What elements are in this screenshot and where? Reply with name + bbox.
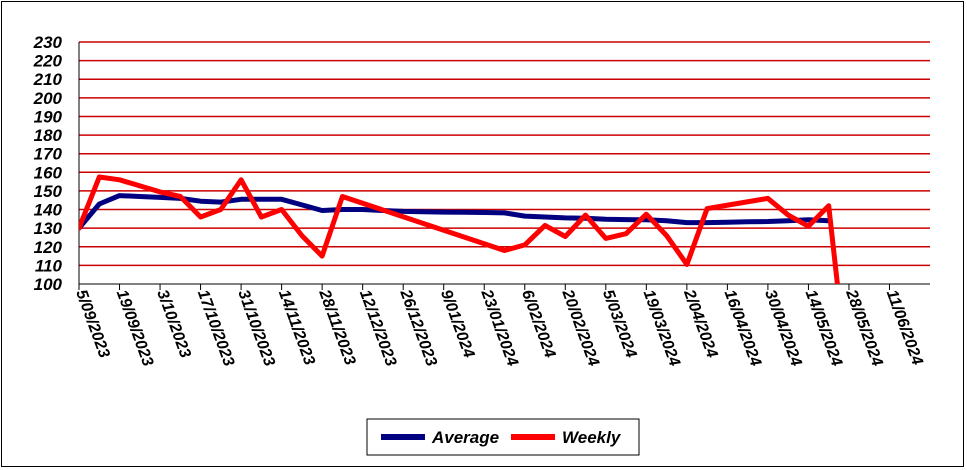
x-tick-label: 5/03/2024 xyxy=(599,288,639,361)
x-tick-label: 16/04/2024 xyxy=(721,288,764,369)
y-tick-label: 100 xyxy=(34,275,63,294)
legend: Average Weekly xyxy=(366,418,640,456)
series-layer xyxy=(79,174,840,284)
x-tick-label: 14/11/2023 xyxy=(275,288,318,368)
y-tick-label: 140 xyxy=(34,201,63,220)
x-tick-label: 28/11/2023 xyxy=(315,287,358,368)
series-line-weekly xyxy=(79,174,840,284)
x-tick-label: 2/04/2024 xyxy=(680,287,721,361)
x-tick-label: 23/01/2024 xyxy=(477,287,521,369)
x-tick-label: 28/05/2024 xyxy=(842,287,886,369)
x-tick-label: 17/10/2023 xyxy=(194,288,237,369)
x-tick-label: 5/09/2023 xyxy=(72,288,112,361)
x-tick-label: 26/12/2023 xyxy=(396,287,440,369)
y-tick-label: 170 xyxy=(34,145,63,164)
y-tick-label: 220 xyxy=(33,52,63,71)
y-tick-label: 210 xyxy=(33,70,63,89)
x-tick-label: 11/06/2024 xyxy=(883,288,926,368)
y-tick-label: 130 xyxy=(34,219,63,238)
y-axis: 1001101201301401501601701801902002102202… xyxy=(33,33,80,294)
y-tick-label: 200 xyxy=(33,89,63,108)
y-tick-label: 110 xyxy=(35,256,63,275)
x-tick-label: 14/05/2024 xyxy=(802,288,845,369)
y-tick-label: 190 xyxy=(34,107,63,126)
y-tick-label: 120 xyxy=(34,238,63,257)
x-tick-label: 3/10/2023 xyxy=(153,288,193,361)
x-tick-label: 19/09/2023 xyxy=(113,288,156,369)
y-tick-label: 180 xyxy=(34,126,63,145)
legend-label-weekly: Weekly xyxy=(562,428,622,447)
x-tick-label: 20/02/2024 xyxy=(558,287,602,369)
legend-label-average: Average xyxy=(431,428,499,447)
x-tick-label: 9/01/2024 xyxy=(437,288,477,361)
x-tick-label: 30/04/2024 xyxy=(761,288,804,369)
x-tick-label: 12/12/2023 xyxy=(356,288,399,369)
y-tick-label: 160 xyxy=(34,163,63,182)
x-tick-label: 19/03/2024 xyxy=(640,288,683,369)
series-line-average xyxy=(79,193,832,231)
y-tick-label: 150 xyxy=(34,182,63,201)
x-tick-label: 31/10/2023 xyxy=(234,288,277,369)
y-tick-label: 230 xyxy=(33,33,63,52)
x-tick-label: 6/02/2024 xyxy=(518,288,558,361)
gridlines xyxy=(79,41,930,267)
